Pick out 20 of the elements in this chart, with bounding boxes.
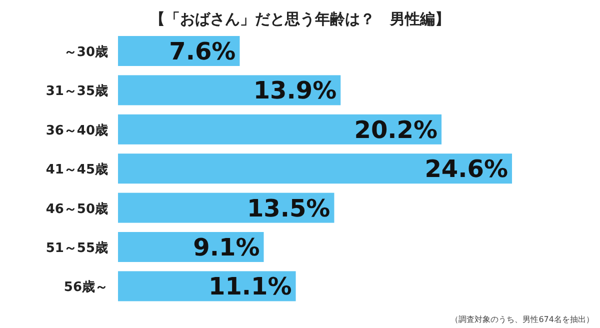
data-label: 9.1% xyxy=(193,234,260,262)
y-tick-label: 51～55歳 xyxy=(46,241,108,256)
data-label: 7.6% xyxy=(169,38,236,66)
y-tick-label: 31～35歳 xyxy=(46,84,108,100)
chart-title: 【「おばさん」だと思う年齢は？ 男性編】 xyxy=(150,10,450,28)
data-label: 24.6% xyxy=(424,155,508,184)
y-tick-label: 46～50歳 xyxy=(46,202,108,217)
data-label: 11.1% xyxy=(208,272,292,301)
y-tick-label: ～30歳 xyxy=(64,45,108,60)
y-tick-label: 36～40歳 xyxy=(46,123,108,138)
data-label: 13.5% xyxy=(246,194,330,222)
bar xyxy=(118,192,334,223)
data-label: 20.2% xyxy=(354,116,438,144)
data-label: 13.9% xyxy=(253,76,337,105)
bar xyxy=(118,114,442,144)
bar xyxy=(118,75,341,106)
y-tick-label: 56歳～ xyxy=(64,280,108,296)
text: （調査対象のうち、男性674名を抽出） xyxy=(450,315,594,324)
bar xyxy=(118,154,512,184)
y-tick-label: 41～45歳 xyxy=(46,162,108,178)
